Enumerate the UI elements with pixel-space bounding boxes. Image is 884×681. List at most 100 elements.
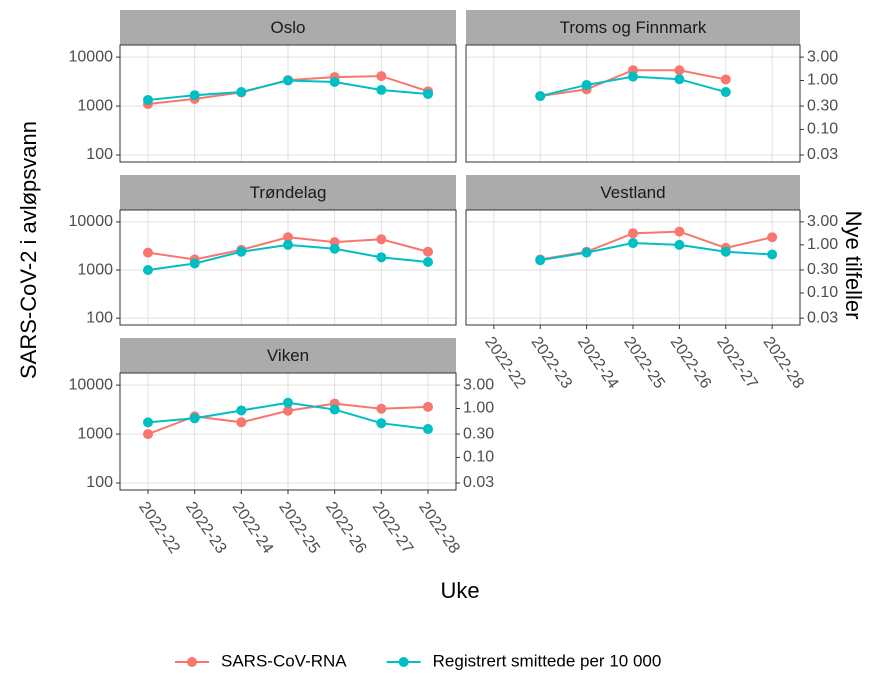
x-tick-label: 2022-25 xyxy=(620,334,668,392)
x-tick-label: 2022-26 xyxy=(322,499,370,557)
x-tick-label: 2022-23 xyxy=(527,334,575,392)
x-axis-title: Uke xyxy=(440,578,479,603)
y2-tick-label: 3.00 xyxy=(807,48,838,65)
data-point xyxy=(423,88,433,99)
data-point xyxy=(236,246,247,257)
data-point xyxy=(189,413,200,424)
data-point xyxy=(767,232,778,243)
legend-marker xyxy=(187,657,197,667)
y2-tick-label: 0.10 xyxy=(463,449,494,466)
data-point xyxy=(720,87,731,98)
y2-tick-label: 0.30 xyxy=(807,261,838,278)
y2-tick-label: 0.03 xyxy=(807,309,838,326)
y-tick-label: 100 xyxy=(86,474,113,491)
data-point xyxy=(535,255,546,266)
data-point xyxy=(329,77,340,88)
panel-border xyxy=(465,44,801,163)
data-point xyxy=(674,74,685,85)
x-tick-label: 2022-23 xyxy=(182,499,230,557)
strip-background xyxy=(466,175,800,210)
facet-title: Trøndelag xyxy=(250,183,327,202)
x-tick-label: 2022-27 xyxy=(369,499,417,557)
y2-tick-label: 3.00 xyxy=(463,376,494,393)
x-tick-label: 2022-28 xyxy=(759,334,807,392)
data-point xyxy=(189,90,200,101)
data-point xyxy=(423,257,433,268)
y2-tick-label: 0.30 xyxy=(807,97,838,114)
data-point xyxy=(628,71,638,82)
data-point xyxy=(674,226,685,237)
data-point xyxy=(376,252,387,263)
y-tick-label: 1000 xyxy=(77,261,113,278)
data-point xyxy=(581,247,592,258)
y2-tick-label: 1.00 xyxy=(807,236,838,253)
series-line xyxy=(540,242,773,262)
data-point xyxy=(423,246,433,257)
y2-tick-label: 0.30 xyxy=(463,425,494,442)
data-point xyxy=(767,249,778,260)
facet-title: Viken xyxy=(267,346,309,365)
x-tick-label: 2022-25 xyxy=(275,499,323,557)
y-tick-label: 100 xyxy=(86,146,113,163)
legend-label: Registrert smittede per 10 000 xyxy=(433,651,662,670)
x-tick-label: 2022-27 xyxy=(713,334,761,392)
data-point xyxy=(143,417,153,428)
data-point xyxy=(535,91,546,102)
panel-border xyxy=(465,209,801,326)
facet-title: Troms og Finnmark xyxy=(560,18,707,37)
data-point xyxy=(581,79,592,90)
legend-label: SARS-CoV-RNA xyxy=(221,651,347,670)
y2-tick-label: 0.10 xyxy=(807,121,838,138)
data-point xyxy=(189,258,200,269)
data-point xyxy=(236,87,247,98)
y-tick-label: 1000 xyxy=(77,425,113,442)
panel-border xyxy=(119,372,457,491)
data-point xyxy=(674,65,685,76)
data-point xyxy=(376,403,387,414)
data-point xyxy=(720,246,731,257)
data-point xyxy=(329,243,340,254)
data-point xyxy=(236,417,247,428)
data-point xyxy=(283,405,293,416)
y-tick-label: 10000 xyxy=(69,213,114,230)
data-point xyxy=(283,397,293,408)
legend-marker xyxy=(398,657,409,667)
y-tick-label: 10000 xyxy=(69,48,114,65)
x-tick-label: 2022-24 xyxy=(229,499,277,557)
data-point xyxy=(143,429,153,440)
x-tick-label: 2022-24 xyxy=(574,334,622,392)
facet-title: Oslo xyxy=(271,18,306,37)
y-tick-label: 10000 xyxy=(69,376,114,393)
data-point xyxy=(283,75,293,86)
y2-tick-label: 0.10 xyxy=(807,284,838,301)
data-point xyxy=(423,424,433,435)
panel-border xyxy=(119,44,457,163)
y-tick-label: 1000 xyxy=(77,97,113,114)
data-point xyxy=(329,404,340,415)
y2-tick-label: 0.03 xyxy=(463,474,494,491)
data-point xyxy=(376,234,387,245)
data-point xyxy=(143,247,153,258)
y2-tick-label: 0.03 xyxy=(807,146,838,163)
data-point xyxy=(236,405,247,416)
data-point xyxy=(720,74,731,85)
x-tick-label: 2022-22 xyxy=(135,499,183,557)
y-axis-title: SARS-CoV-2 i avløpsvann xyxy=(16,121,41,379)
data-point xyxy=(283,239,293,250)
x-tick-label: 2022-28 xyxy=(415,499,463,557)
data-point xyxy=(376,418,387,429)
y2-axis-title: Nye tilfeller xyxy=(841,211,866,320)
data-point xyxy=(628,228,638,239)
strip-background xyxy=(120,10,456,45)
data-point xyxy=(143,94,153,105)
y2-tick-label: 3.00 xyxy=(807,213,838,230)
panel-border xyxy=(119,209,457,326)
strip-background xyxy=(120,338,456,373)
data-point xyxy=(674,239,685,250)
data-point xyxy=(423,401,433,412)
y2-tick-label: 1.00 xyxy=(807,72,838,89)
strip-background xyxy=(120,175,456,210)
x-tick-label: 2022-26 xyxy=(667,334,715,392)
data-point xyxy=(283,232,293,243)
